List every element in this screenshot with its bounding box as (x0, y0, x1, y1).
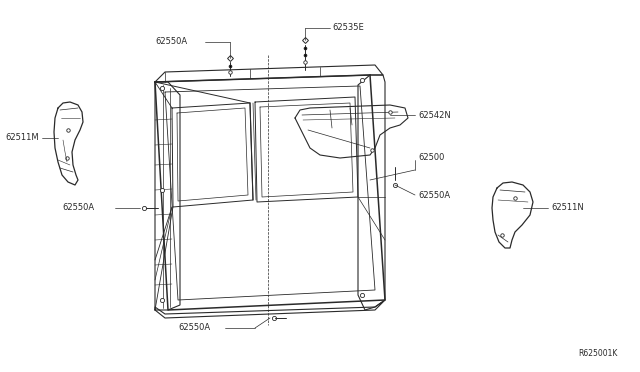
Text: 62511N: 62511N (551, 203, 584, 212)
Text: 62550A: 62550A (62, 203, 94, 212)
Text: 62535E: 62535E (332, 22, 364, 32)
Text: 62500: 62500 (418, 154, 444, 163)
Text: 62542N: 62542N (418, 110, 451, 119)
Text: R625001K: R625001K (579, 349, 618, 358)
Text: 62550A: 62550A (155, 38, 187, 46)
Text: 62550A: 62550A (178, 324, 210, 333)
Text: 62511M: 62511M (5, 134, 38, 142)
Text: 62550A: 62550A (418, 190, 450, 199)
